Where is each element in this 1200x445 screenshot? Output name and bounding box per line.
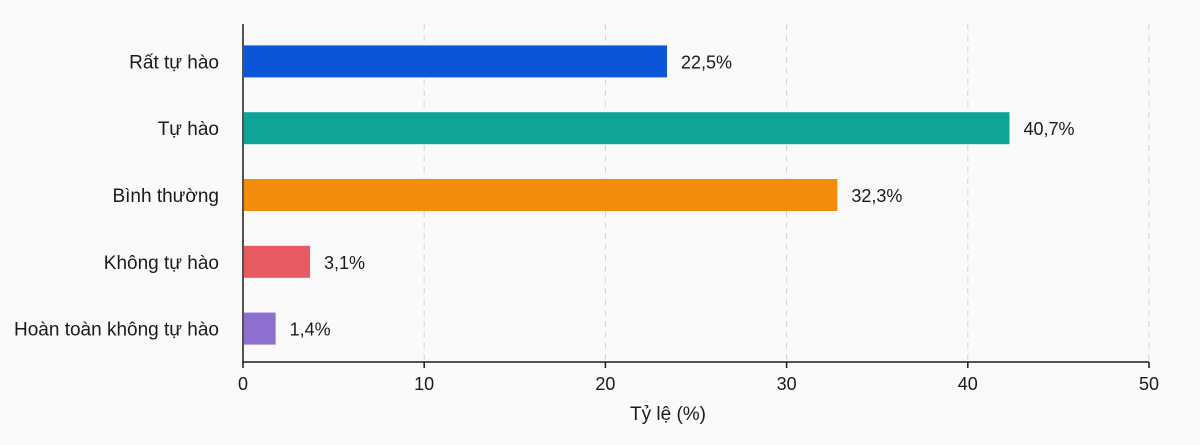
x-tick-label: 10 (414, 374, 434, 394)
data-label: 40,7% (1023, 119, 1074, 139)
data-label: 1,4% (290, 320, 331, 340)
data-label: 3,1% (324, 253, 365, 273)
x-tick-label: 20 (595, 374, 615, 394)
axis-layer: 0 10 20 30 40 50 (238, 24, 1159, 394)
data-label: 22,5% (681, 52, 732, 72)
bar (244, 112, 1010, 145)
bar (244, 312, 276, 345)
label-layer: Rất tự hào 22,5% Tự hào 40,7% Bình thường 32,… (14, 52, 1075, 340)
bar (244, 45, 668, 78)
category-label: Tự hào (158, 119, 219, 140)
bar-layer (244, 45, 1010, 345)
category-label: Rất tự hào (129, 52, 219, 73)
category-label: Hoàn toàn không tự hào (14, 320, 219, 341)
bar (244, 179, 838, 211)
x-tick-label: 30 (777, 374, 797, 394)
bar (244, 245, 311, 278)
x-tick-label: 50 (1139, 374, 1159, 394)
category-label: Bình thường (112, 186, 219, 207)
x-tick-label: 0 (238, 374, 248, 394)
x-tick-label: 40 (958, 374, 978, 394)
data-label: 32,3% (851, 186, 902, 206)
category-label: Không tự hào (104, 253, 219, 274)
x-axis-title: Tỷ lệ (%) (630, 404, 706, 425)
